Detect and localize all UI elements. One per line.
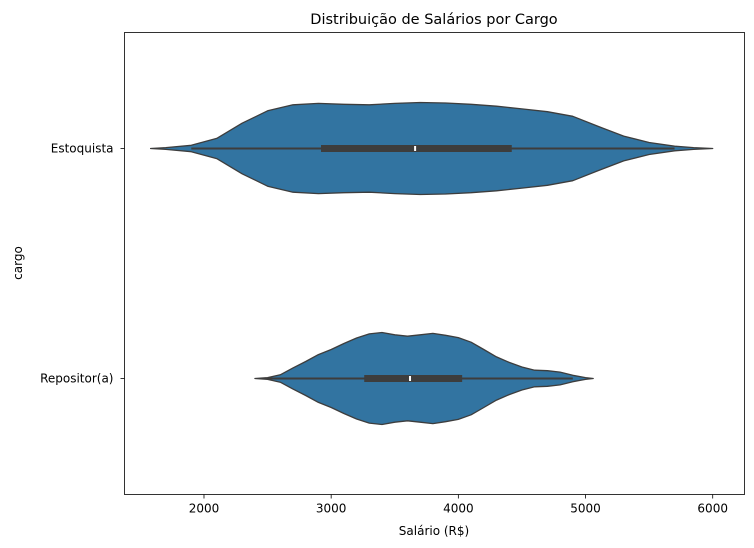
y-axis-label: cargo — [11, 246, 25, 280]
chart-title: Distribuição de Salários por Cargo — [310, 12, 558, 28]
y-axis-ticks: Estoquista Repositor(a) — [40, 142, 125, 386]
x-tick-label: 5000 — [570, 502, 601, 516]
x-axis-ticks: 2000 3000 4000 5000 6000 — [189, 494, 728, 516]
y-tick-label: Repositor(a) — [40, 372, 113, 386]
violin-median-0 — [414, 146, 417, 151]
x-tick-label: 2000 — [189, 502, 220, 516]
plot-frame — [124, 32, 745, 495]
x-axis-label: Salário (R$) — [399, 524, 469, 538]
x-tick-label: 3000 — [316, 502, 347, 516]
violin-median-1 — [409, 376, 412, 381]
x-tick-label: 6000 — [697, 502, 728, 516]
violin-box-1 — [364, 375, 463, 382]
violins-layer — [149, 101, 714, 426]
x-tick-label: 4000 — [443, 502, 474, 516]
y-tick-label: Estoquista — [51, 142, 114, 156]
violin-box-0 — [320, 145, 512, 152]
